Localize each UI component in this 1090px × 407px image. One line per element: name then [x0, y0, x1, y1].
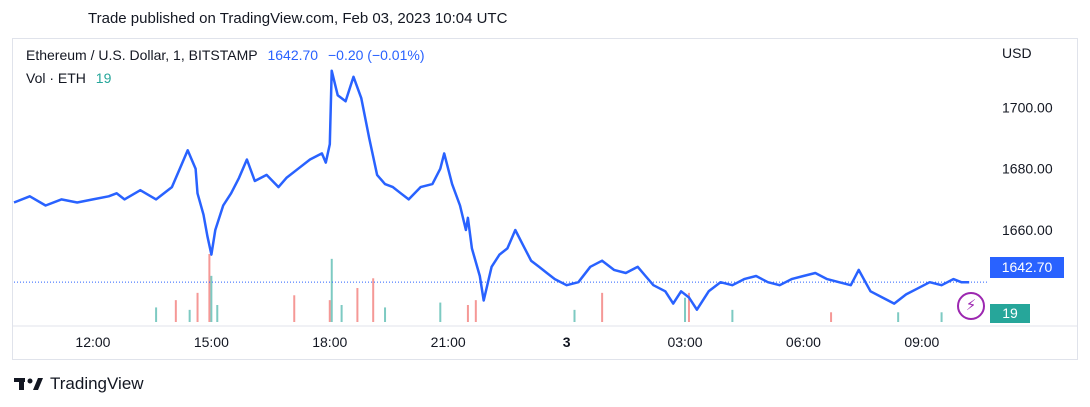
volume-tag: 19	[990, 304, 1030, 323]
volume-bar	[830, 312, 833, 322]
volume-bar	[897, 312, 900, 322]
symbol-legend: Ethereum / U.S. Dollar, 1, BITSTAMP 1642…	[26, 47, 431, 63]
volume-bar	[474, 300, 477, 322]
price-change-value: −0.20 (−0.01%)	[327, 47, 425, 63]
tradingview-logo-icon	[14, 378, 43, 390]
volume-bar	[384, 307, 387, 322]
price-line	[13, 69, 970, 311]
volume-bar	[573, 309, 576, 322]
volume-bar	[372, 278, 375, 322]
volume-bar	[466, 305, 469, 322]
x-tick-label: 18:00	[312, 334, 347, 350]
volume-legend: Vol · ETH 19	[26, 70, 117, 86]
x-tick-label: 09:00	[904, 334, 939, 350]
volume-bar	[687, 292, 690, 322]
volume-bar	[188, 309, 191, 322]
volume-bar	[439, 302, 442, 322]
volume-bar	[940, 312, 943, 322]
y-tick-label: 1660.00	[1002, 222, 1053, 238]
volume-bar	[330, 258, 333, 322]
volume-bar	[216, 305, 219, 322]
volume-bar	[155, 307, 158, 322]
volume-bar	[340, 305, 343, 322]
volume-bar	[293, 295, 296, 322]
currency-label[interactable]: USD	[1002, 45, 1032, 61]
x-tick-label: 03:00	[667, 334, 702, 350]
x-tick-label: 06:00	[786, 334, 821, 350]
volume-bar	[356, 288, 359, 322]
volume-bar	[208, 254, 211, 322]
volume-bar	[328, 300, 331, 322]
volume-bar	[684, 297, 687, 322]
last-price-tag: 1642.70	[990, 257, 1064, 278]
last-price-value: 1642.70	[267, 47, 319, 63]
lightning-bolt-icon[interactable]: ⚡	[957, 292, 985, 320]
volume-label[interactable]: Vol · ETH	[26, 70, 86, 86]
y-tick-label: 1700.00	[1002, 99, 1053, 115]
y-tick-label: 1680.00	[1002, 161, 1053, 177]
volume-bar	[601, 292, 604, 322]
x-tick-label: 15:00	[194, 334, 229, 350]
x-tick-label: 3	[563, 334, 571, 350]
volume-bar	[731, 309, 734, 322]
footer-brand[interactable]: TradingView	[14, 374, 144, 394]
x-tick-label: 12:00	[75, 334, 110, 350]
volume-bar	[210, 275, 213, 322]
volume-bar	[196, 292, 199, 322]
volume-bar	[174, 300, 177, 322]
published-caption: Trade published on TradingView.com, Feb …	[88, 10, 508, 27]
chart-frame[interactable]	[12, 38, 1078, 360]
footer-brand-text: TradingView	[50, 374, 144, 393]
symbol-name[interactable]: Ethereum / U.S. Dollar, 1, BITSTAMP	[26, 47, 258, 63]
x-tick-label: 21:00	[431, 334, 466, 350]
volume-value: 19	[95, 70, 112, 86]
